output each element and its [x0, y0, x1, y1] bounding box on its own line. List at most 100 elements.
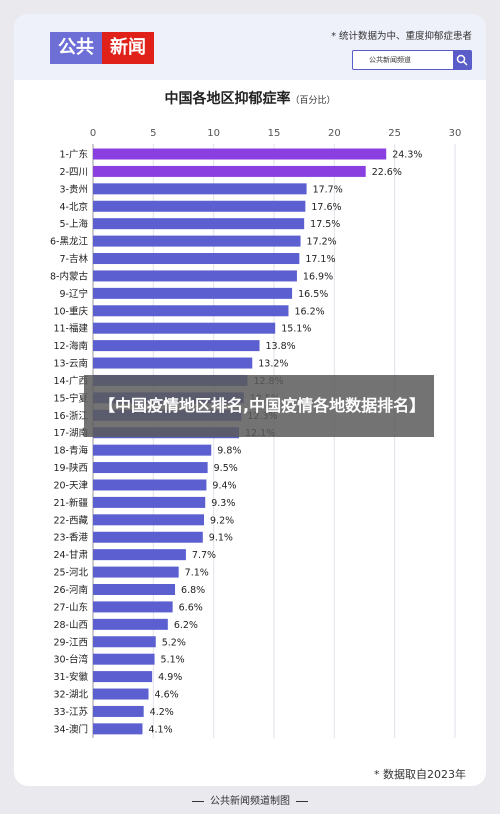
bar [93, 653, 155, 665]
category-label: 10-重庆 [53, 305, 88, 317]
data-label: 5.2% [162, 637, 186, 648]
header: 公共 新闻 * 统计数据为中、重度抑郁症患者 公共新闻频道 [14, 14, 486, 80]
bar [93, 165, 366, 177]
data-label: 13.2% [258, 359, 288, 370]
category-label: 24-甘肃 [53, 549, 88, 561]
bar [93, 235, 301, 247]
brand-logo-right: 新闻 [102, 32, 154, 64]
category-label: 19-陕西 [53, 462, 88, 474]
category-label: 4-北京 [60, 201, 88, 213]
caption-text: 【中国疫情地区排名,中国疫情各地数据排名】 [99, 396, 426, 415]
data-label: 4.6% [155, 690, 179, 701]
bar [93, 618, 168, 630]
data-label: 4.9% [158, 672, 182, 683]
bar [93, 270, 297, 282]
bar [93, 566, 179, 578]
category-label: 6-黑龙江 [50, 236, 88, 248]
data-label: 17.2% [307, 237, 337, 248]
category-label: 28-山西 [53, 620, 88, 631]
bar [93, 531, 203, 543]
data-label: 16.9% [303, 271, 333, 282]
bar [93, 305, 289, 317]
header-note: * 统计数据为中、重度抑郁症患者 [331, 31, 472, 42]
data-label: 4.1% [148, 724, 172, 735]
search-box[interactable]: 公共新闻频道 [352, 50, 472, 70]
brand-logo: 公共 新闻 [50, 32, 154, 64]
category-label: 2-四川 [60, 167, 88, 178]
x-tick-label: 25 [388, 128, 401, 139]
chart-title: 中国各地区抑郁症率 [164, 91, 291, 107]
data-label: 5.1% [161, 655, 185, 666]
x-tick-label: 10 [207, 128, 220, 139]
category-label: 14-广西 [53, 375, 88, 387]
x-tick-label: 5 [150, 128, 156, 139]
category-label: 20-天津 [53, 480, 88, 491]
category-label: 9-辽宁 [60, 288, 88, 300]
bar [93, 444, 212, 456]
data-label: 6.2% [174, 620, 198, 631]
category-label: 15-宁夏 [53, 392, 88, 404]
bar [93, 287, 293, 299]
data-label: 9.2% [210, 515, 234, 526]
category-label: 16-浙江 [53, 410, 88, 422]
data-label: 16.5% [298, 289, 328, 300]
bar [93, 462, 208, 474]
bar [93, 200, 306, 212]
data-label: 4.2% [150, 707, 174, 718]
x-tick-label: 20 [328, 128, 341, 139]
category-label: 25-河北 [53, 567, 88, 579]
bar [93, 636, 156, 648]
bar [93, 496, 206, 508]
x-tick-label: 0 [90, 128, 96, 139]
bar [93, 253, 300, 265]
bar [93, 723, 143, 735]
search-text[interactable]: 公共新闻频道 [369, 56, 411, 64]
category-label: 7-吉林 [60, 253, 89, 265]
bar [93, 479, 207, 491]
search-icon[interactable] [453, 51, 471, 69]
bar [93, 584, 176, 595]
chart-title-row: 中国各地区抑郁症率（百分比） [14, 88, 486, 108]
data-label: 7.7% [192, 550, 216, 561]
category-label: 33-江苏 [53, 706, 88, 718]
bar [93, 183, 307, 195]
category-label: 18-青海 [53, 445, 88, 457]
bar [93, 671, 153, 683]
bar [93, 688, 149, 700]
category-label: 29-江西 [53, 637, 88, 648]
category-label: 8-内蒙古 [50, 270, 88, 282]
caption-overlay: 【中国疫情地区排名,中国疫情各地数据排名】 [84, 375, 434, 437]
data-label: 9.3% [211, 498, 235, 509]
data-label: 13.8% [266, 341, 296, 352]
category-label: 11-福建 [53, 323, 88, 335]
category-label: 12-海南 [53, 340, 88, 352]
bar [93, 357, 253, 369]
category-label: 5-上海 [60, 218, 89, 230]
bar [93, 705, 144, 717]
data-label: 6.8% [181, 585, 205, 596]
data-label: 17.6% [311, 202, 341, 213]
bar [93, 148, 387, 160]
data-label: 6.6% [179, 602, 203, 613]
category-label: 27-山东 [53, 601, 88, 613]
bar [93, 322, 276, 334]
data-label: 17.5% [310, 219, 340, 230]
category-label: 1-广东 [60, 149, 88, 161]
data-label: 16.2% [294, 306, 324, 317]
brand-logo-left: 公共 [50, 32, 102, 64]
bar [93, 549, 186, 561]
category-label: 32-湖北 [53, 690, 88, 701]
chart-subtitle: （百分比） [290, 96, 336, 106]
category-label: 22-西藏 [53, 514, 88, 526]
category-label: 21-新疆 [53, 497, 88, 509]
bar [93, 514, 205, 526]
category-label: 23-香港 [53, 532, 88, 544]
x-tick-label: 30 [449, 128, 462, 139]
data-label: 9.4% [212, 480, 236, 491]
data-label: 24.3% [392, 150, 422, 161]
x-tick-label: 15 [268, 128, 281, 139]
category-label: 17-湖南 [53, 427, 88, 439]
data-label: 9.5% [214, 463, 238, 474]
data-source-note: * 数据取自2023年 [374, 768, 466, 781]
